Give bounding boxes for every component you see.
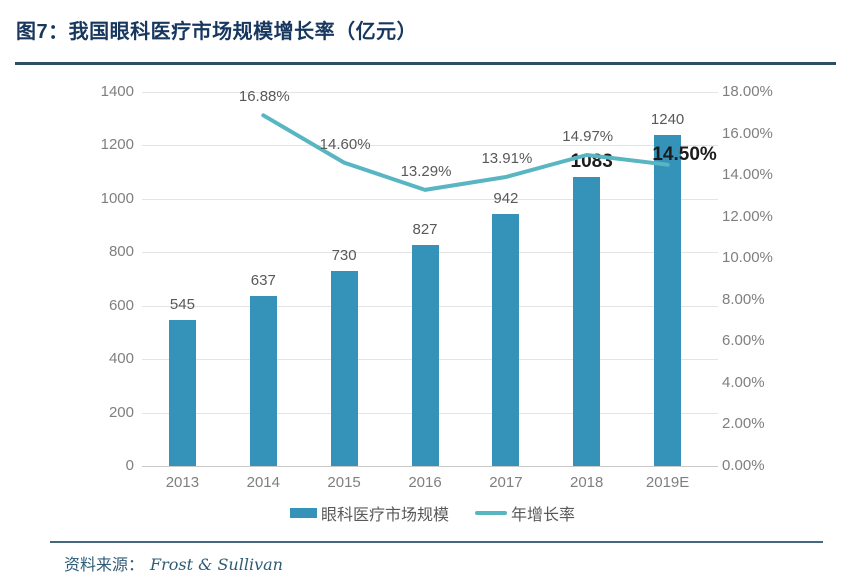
y-axis-right-tick-10.00%: 10.00%	[722, 249, 773, 267]
gridline-1200	[142, 145, 718, 147]
chart-legend: 眼科医疗市场规模 年增长率	[0, 501, 865, 525]
x-axis-tick-2014: 2014	[246, 474, 280, 491]
legend-bar-label: 眼科医疗市场规模	[320, 507, 449, 524]
y-axis-right-tick-6.00%: 6.00%	[722, 332, 765, 350]
y-axis-left-tick-1000: 1000	[100, 189, 134, 207]
source-note: 资料来源： Frost & Sullivan	[64, 551, 283, 575]
y-axis-right-tick-0.00%: 0.00%	[722, 457, 765, 474]
bar-value-label-2014: 637	[250, 271, 276, 289]
y-axis-right-tick-2.00%: 2.00%	[722, 415, 765, 433]
title-divider	[15, 62, 836, 65]
y-axis-left-tick-200: 200	[108, 403, 134, 421]
y-axis-right-tick-8.00%: 8.00%	[722, 290, 765, 308]
y-axis-right-tick-4.00%: 4.00%	[722, 373, 765, 391]
bar-value-label-2015: 730	[331, 247, 357, 264]
y-axis-left-tick-1200: 1200	[100, 136, 134, 154]
y-axis-left-tick-600: 600	[108, 296, 134, 314]
bar-value-label-2016: 827	[412, 221, 438, 239]
bar-2016	[411, 245, 439, 466]
x-axis-tick-2016: 2016	[408, 474, 442, 491]
gridline-1400	[142, 92, 718, 93]
bar-2019E	[654, 134, 682, 466]
bar-2017	[492, 214, 520, 466]
growth-rate-line	[261, 113, 670, 192]
bar-2015	[330, 271, 358, 466]
bar-series-swatch-icon	[289, 508, 317, 518]
line-value-label-2018: 14.97%	[562, 128, 614, 145]
source-label: 资料来源：	[64, 555, 145, 574]
line-value-label-2017: 13.91%	[481, 150, 533, 167]
x-axis-tick-2017: 2017	[489, 474, 523, 491]
bar-2014	[249, 295, 277, 466]
line-value-label-2016: 13.29%	[400, 162, 452, 180]
line-series-swatch-icon	[475, 511, 507, 515]
x-axis-tick-2019E: 2019E	[645, 474, 690, 491]
legend-line-label: 年增长率	[511, 507, 576, 524]
gridline-1000	[142, 198, 718, 200]
legend-item-line-series: 年增长率	[475, 501, 575, 525]
x-axis-tick-2015: 2015	[327, 474, 361, 491]
figure-title: 图7：我国眼科医疗市场规模增长率（亿元）	[16, 21, 418, 43]
x-axis-tick-2013: 2013	[165, 474, 200, 491]
bar-value-label-2019E: 1240	[650, 110, 685, 128]
x-axis-tick-2018: 2018	[570, 474, 604, 491]
bar-2013	[168, 320, 196, 466]
y-axis-right-tick-18.00%: 18.00%	[722, 83, 773, 100]
y-axis-right-tick-16.00%: 16.00%	[722, 124, 773, 142]
line-value-label-2019E: 14.50%	[652, 143, 717, 165]
legend-item-bar-series: 眼科医疗市场规模	[289, 501, 449, 525]
chart-plot-area: 0 200 400 600 800 1000 1200 1400 0.00% 2.00% 4.00%…	[101, 83, 773, 491]
bar-value-label-2013: 545	[169, 296, 195, 314]
y-axis-left-tick-400: 400	[108, 350, 134, 368]
line-value-label-2015: 14.60%	[319, 135, 371, 153]
bar-2018	[573, 176, 601, 466]
y-axis-right-tick-14.00%: 14.00%	[722, 166, 773, 184]
line-value-label-2014: 16.88%	[238, 88, 290, 106]
y-axis-left-tick-800: 800	[108, 243, 134, 261]
source-value: Frost & Sullivan	[150, 555, 283, 574]
gridline-0	[142, 466, 718, 467]
y-axis-left-tick-0: 0	[125, 457, 134, 474]
y-axis-left-tick-1400: 1400	[100, 83, 134, 100]
y-axis-right-tick-12.00%: 12.00%	[722, 207, 773, 225]
source-divider	[50, 541, 823, 543]
bar-value-label-2017: 942	[493, 190, 519, 208]
